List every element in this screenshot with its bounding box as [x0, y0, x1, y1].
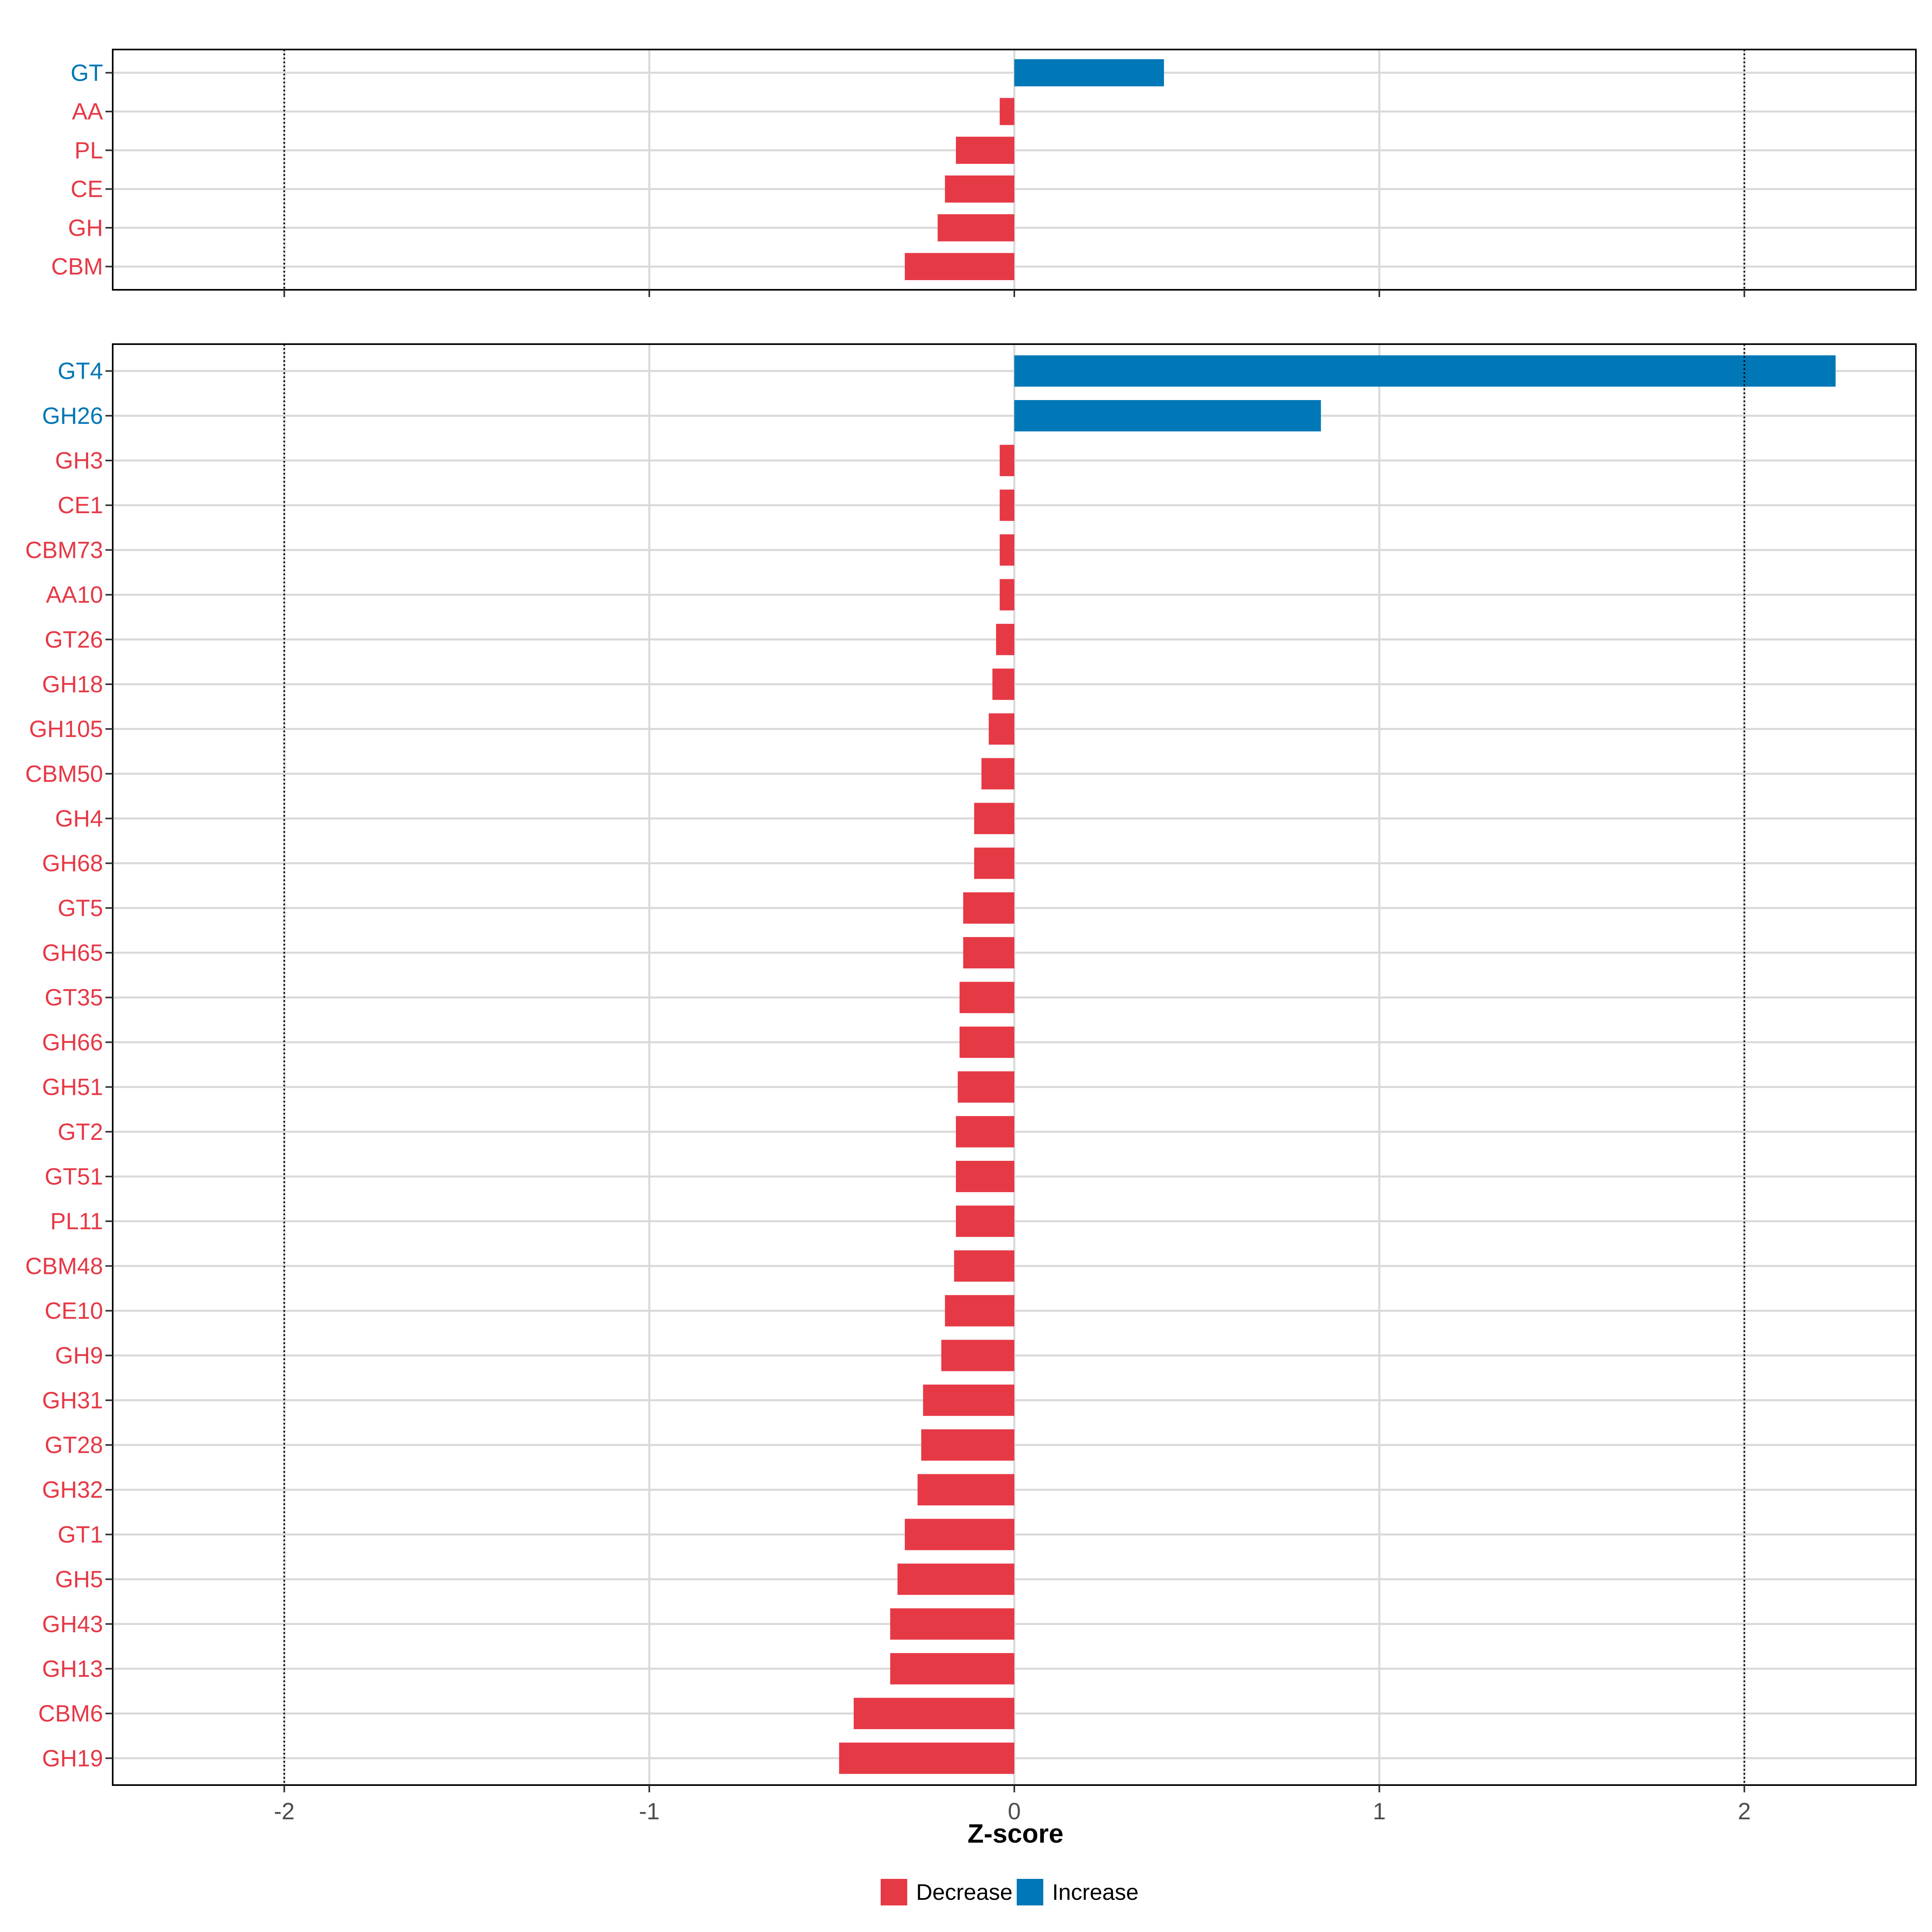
y-tick-label: GH9 [55, 1343, 103, 1369]
bar [945, 1295, 1014, 1327]
y-tick-label: GH26 [42, 403, 103, 429]
x-tick-label: -1 [639, 1798, 660, 1825]
y-tick-label: GT28 [45, 1432, 103, 1458]
bar [959, 1026, 1014, 1058]
bar [974, 847, 1014, 879]
legend-swatch [1017, 1879, 1043, 1905]
y-tick-label: GH43 [42, 1611, 103, 1637]
y-tick-label: GT5 [58, 895, 103, 921]
y-tick-label: GH68 [42, 850, 103, 877]
y-tick-label: GH [68, 215, 103, 241]
bar [941, 1340, 1014, 1371]
y-tick-label: PL11 [50, 1208, 103, 1234]
x-tick-label: 2 [1738, 1798, 1751, 1825]
y-tick-label: GT1 [58, 1521, 103, 1548]
bar [989, 713, 1014, 745]
y-tick-label: CBM48 [25, 1253, 103, 1279]
bar [917, 1474, 1014, 1506]
bar [992, 669, 1014, 700]
bar [956, 1161, 1014, 1192]
legend-swatch [881, 1879, 907, 1905]
y-tick-label: CBM50 [25, 761, 103, 787]
x-tick-label: 1 [1373, 1798, 1386, 1825]
y-tick-label: GH66 [42, 1029, 103, 1055]
bar [999, 445, 1014, 476]
bar [963, 937, 1014, 968]
bar [1014, 59, 1164, 87]
y-tick-label: AA [72, 99, 103, 125]
bar [958, 1071, 1014, 1103]
y-tick-label: CBM73 [25, 537, 103, 563]
bar [981, 758, 1014, 790]
y-tick-label: GH51 [42, 1074, 103, 1100]
y-tick-label: GH5 [55, 1567, 103, 1593]
y-tick-label: GH31 [42, 1387, 103, 1414]
y-tick-label: PL [74, 137, 103, 163]
x-tick-label: 0 [1008, 1798, 1021, 1825]
bar [923, 1384, 1014, 1416]
bar [904, 253, 1014, 280]
chart-panel-1: GT AA PL CE GH CBM [51, 49, 1917, 297]
y-tick-label: GT4 [58, 358, 103, 384]
bar [897, 1563, 1014, 1595]
y-tick-label: CE1 [58, 492, 103, 518]
y-tick-label: GT2 [58, 1119, 103, 1145]
bar [963, 892, 1014, 924]
legend-item-decrease: Decrease [881, 1879, 1013, 1905]
bar [956, 1116, 1014, 1148]
legend-item-increase: Increase [1017, 1879, 1139, 1905]
bar [937, 214, 1014, 242]
bar [890, 1608, 1014, 1640]
bar [954, 1250, 1014, 1282]
y-tick-label: GT35 [45, 985, 103, 1011]
y-tick-label: GH105 [29, 716, 103, 742]
y-tick-label: GH18 [42, 671, 103, 698]
bar [853, 1698, 1014, 1730]
y-tick-label: GT26 [45, 627, 103, 653]
bar [999, 489, 1014, 521]
bar [999, 534, 1014, 566]
bar [999, 98, 1014, 125]
y-tick-label: GH65 [42, 940, 103, 966]
bar [904, 1519, 1014, 1550]
y-tick-label: GH19 [42, 1745, 103, 1771]
bar [956, 136, 1014, 164]
x-axis: -2 -1 0 1 2 [274, 1798, 1750, 1825]
bar [890, 1653, 1014, 1684]
y-tick-label: CBM6 [38, 1701, 103, 1727]
bar [956, 1205, 1014, 1237]
legend-label: Decrease [916, 1879, 1013, 1905]
y-tick-label: CBM [51, 254, 103, 280]
legend-label: Increase [1052, 1879, 1139, 1905]
x-tick-label: -2 [274, 1798, 295, 1825]
bar [1014, 355, 1836, 387]
y-tick-label: CE10 [45, 1298, 103, 1324]
y-tick-label: GH13 [42, 1656, 103, 1682]
y-tick-label: CE [70, 176, 103, 202]
chart-panel-2: GT4 GH26 GH3 CE1 CBM73 AA10 GT26 GH18 GH105 CBM50… [25, 343, 1917, 1792]
y-tick-label: GH3 [55, 448, 103, 474]
y-tick-label: GT51 [45, 1164, 103, 1190]
bar [945, 175, 1014, 203]
legend: Decrease Increase [881, 1879, 1139, 1905]
y-tick-label: GH4 [55, 806, 103, 832]
bar [996, 623, 1014, 655]
chart-panels: GTAAPLCEGHCBMGT4GH26GH3CE1CBM73AA10GT26G… [25, 49, 1917, 1792]
bar [999, 579, 1014, 611]
y-tick-label: GH32 [42, 1477, 103, 1503]
bar [839, 1742, 1014, 1774]
bar [974, 803, 1014, 834]
bar [1014, 400, 1321, 431]
bar [959, 982, 1014, 1013]
y-tick-label: GT [70, 60, 103, 86]
bar [921, 1429, 1014, 1461]
x-axis-title: Z-score [968, 1818, 1063, 1848]
y-tick-label: AA10 [46, 582, 103, 608]
